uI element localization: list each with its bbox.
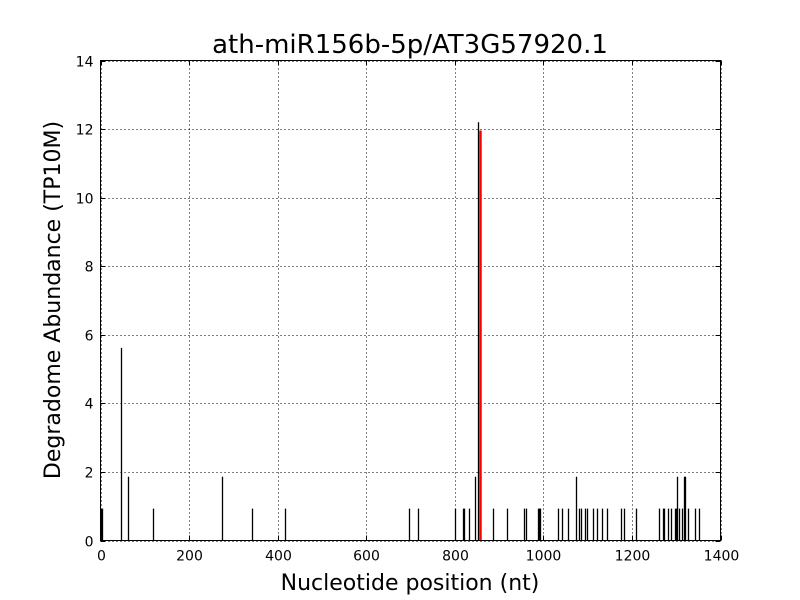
y-tick-label: 0 bbox=[85, 535, 94, 551]
x-tick-label: 1000 bbox=[526, 549, 562, 565]
x-tick-label: 1400 bbox=[704, 549, 740, 565]
y-tick-label: 8 bbox=[85, 260, 94, 276]
ticks: 0 200 400 600 800 1000 1200 1400 0 2 4 6 8 10 12 14 bbox=[76, 55, 740, 565]
y-tick-label: 10 bbox=[76, 192, 94, 208]
x-tick-label: 800 bbox=[442, 549, 469, 565]
x-tick-label: 0 bbox=[97, 549, 106, 565]
y-tick-label: 12 bbox=[76, 123, 94, 139]
x-axis-label: Nucleotide position (nt) bbox=[281, 571, 540, 596]
x-tick-label: 1200 bbox=[615, 549, 651, 565]
y-tick-label: 4 bbox=[85, 397, 94, 413]
grid bbox=[100, 60, 722, 542]
y-axis-label: Degradome Abundance (TP10M) bbox=[41, 121, 66, 479]
x-tick-label: 200 bbox=[176, 549, 203, 565]
chart-title: ath-miR156b-5p/AT3G57920.1 bbox=[212, 30, 608, 60]
y-tick-label: 14 bbox=[76, 55, 94, 71]
bars bbox=[100, 122, 701, 541]
y-tick-label: 6 bbox=[85, 329, 94, 345]
x-tick-label: 600 bbox=[353, 549, 380, 565]
x-tick-label: 400 bbox=[265, 549, 292, 565]
plot-frame bbox=[100, 60, 721, 541]
y-tick-label: 2 bbox=[85, 466, 94, 482]
